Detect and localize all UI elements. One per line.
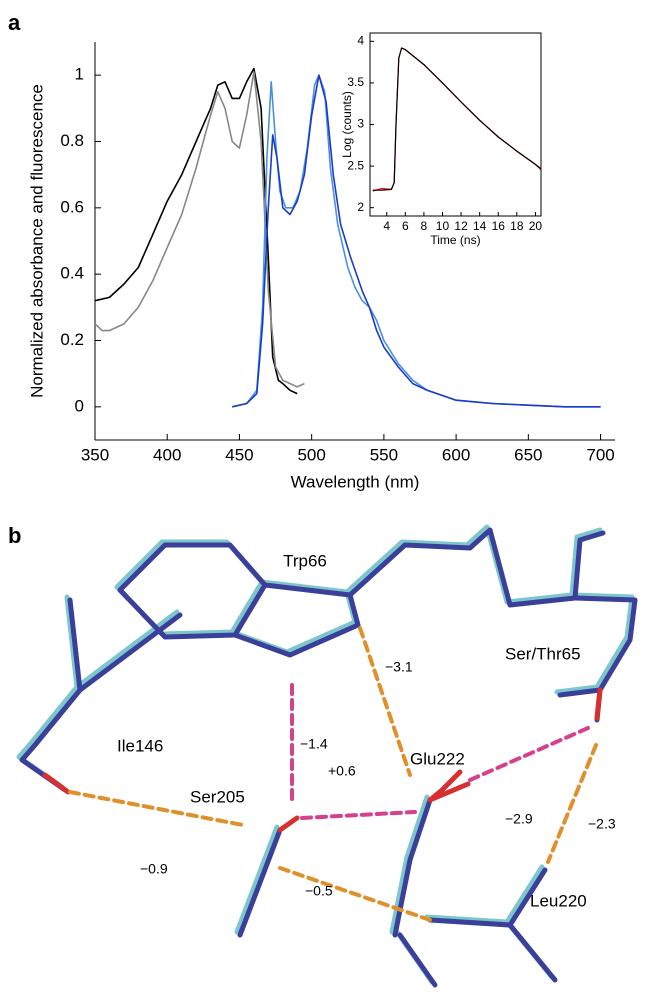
labels: Trp66 Ser/Thr65 Ile146 Glu222 Ser205 Leu… xyxy=(117,551,616,910)
x-tick-label: 14 xyxy=(473,219,487,233)
y-tick-label: 3 xyxy=(357,117,364,131)
distance-label: +0.6 xyxy=(328,763,356,779)
x-tick-label: 20 xyxy=(529,219,543,233)
structure: Trp66 Ser/Thr65 Ile146 Glu222 Ser205 Leu… xyxy=(19,527,635,985)
x-tick-label: 12 xyxy=(454,219,468,233)
x-tick-label: 550 xyxy=(370,445,398,464)
x-tick-label: 450 xyxy=(225,445,253,464)
y-tick-label: 2 xyxy=(357,200,364,214)
x-tick-label: 500 xyxy=(297,445,325,464)
x-tick-label: 350 xyxy=(81,445,109,464)
x-tick-label: 700 xyxy=(586,445,614,464)
distance-label: −2.9 xyxy=(505,811,533,827)
distance-label: −2.3 xyxy=(588,816,616,832)
x-tick-label: 400 xyxy=(153,445,181,464)
sticks xyxy=(19,527,632,982)
x-axis-label: Wavelength (nm) xyxy=(291,472,420,491)
x-tick-label: 600 xyxy=(442,445,470,464)
y-tick-label: 3.5 xyxy=(347,75,364,89)
distance-label: −1.4 xyxy=(300,736,328,752)
residue-label: Ser/Thr65 xyxy=(505,644,581,663)
figure: a b 0 0.2 0.4 0.6 0.8 1 350 400 450 500 550 600 650 7… xyxy=(0,0,664,993)
x-tick-label: 18 xyxy=(510,219,524,233)
residue-label: Ser205 xyxy=(190,787,245,806)
y-tick-label: 0.6 xyxy=(60,197,84,216)
distance-label: −0.9 xyxy=(140,861,168,877)
y-tick-label: 0.4 xyxy=(60,264,84,283)
x-axis-label: Time (ns) xyxy=(430,233,480,247)
series-line xyxy=(95,72,304,387)
y-axis-label: Normalized absorbance and fluorescence xyxy=(27,84,46,398)
x-tick-label: 16 xyxy=(492,219,506,233)
x-tick-label: 6 xyxy=(402,219,409,233)
residue-label: Trp66 xyxy=(283,551,327,570)
y-axis-label: Log (counts) xyxy=(340,91,354,158)
x-tick-label: 4 xyxy=(383,219,390,233)
residue-label: Leu220 xyxy=(530,891,587,910)
y-tick-label: 1 xyxy=(75,65,84,84)
panel-label: b xyxy=(8,523,21,548)
residue-label: Glu222 xyxy=(410,749,465,768)
y-tick-label: 0.8 xyxy=(60,131,84,150)
x-tick-label: 650 xyxy=(514,445,542,464)
distance-label: −3.1 xyxy=(385,659,413,675)
y-tick-label: 0 xyxy=(75,396,84,415)
distance-label: −0.5 xyxy=(305,883,333,899)
y-tick-label: 0.2 xyxy=(60,330,84,349)
y-tick-label: 4 xyxy=(357,33,364,47)
y-tick-label: 2.5 xyxy=(347,158,364,172)
x-tick-label: 8 xyxy=(421,219,428,233)
panel-label: a xyxy=(8,10,21,35)
x-tick-label: 10 xyxy=(436,219,450,233)
residue-label: Ile146 xyxy=(117,736,163,755)
